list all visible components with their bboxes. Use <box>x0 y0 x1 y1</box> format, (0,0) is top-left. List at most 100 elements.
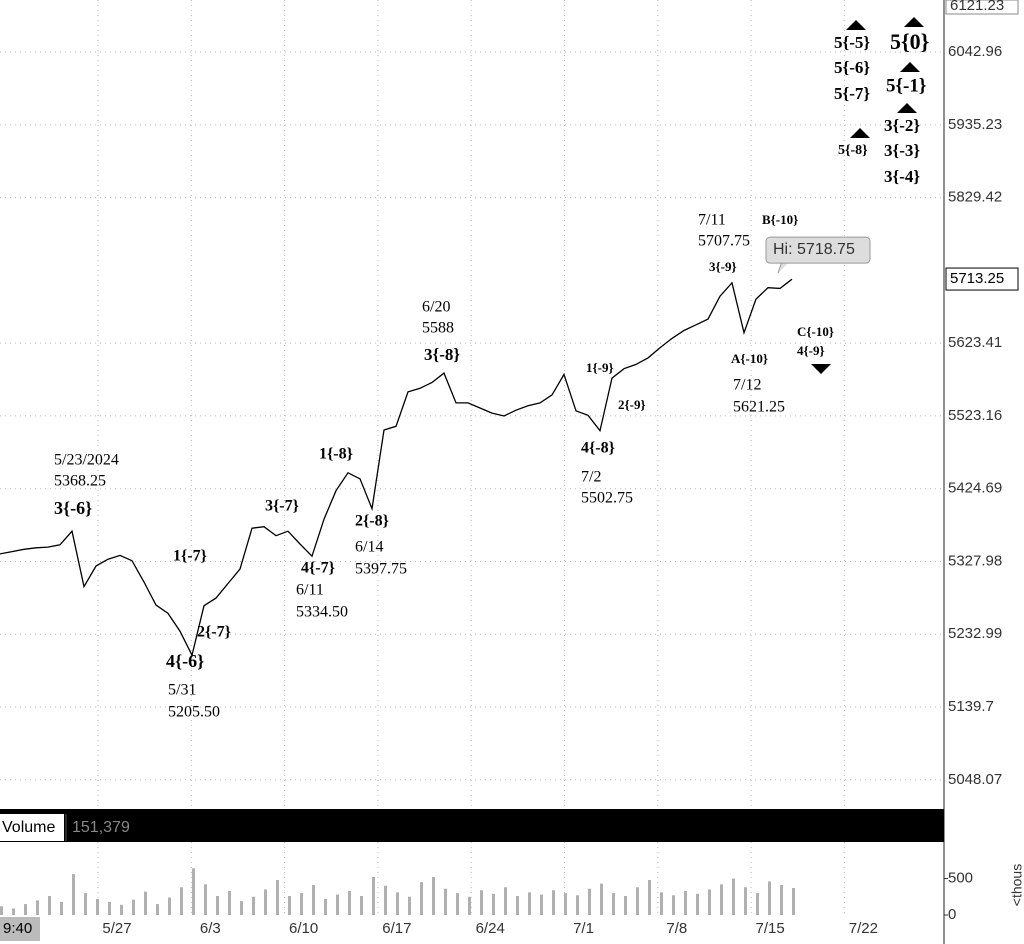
volume-bar <box>636 887 639 915</box>
volume-bar <box>300 893 303 915</box>
top-price: 6121.23 <box>950 0 1004 14</box>
volume-bar <box>660 892 663 915</box>
annotation: 1{-7} <box>173 548 207 565</box>
volume-bar <box>432 877 435 915</box>
annotation: 5{-6} <box>834 58 870 77</box>
annotation: 3{-2} <box>884 116 920 135</box>
volume-label-box <box>0 814 64 841</box>
annotation: 5/23/2024 <box>54 452 119 469</box>
annotation: 3{-7} <box>265 498 299 515</box>
volume-bar <box>168 897 171 915</box>
y-tick-label: 5139.7 <box>948 698 994 715</box>
triangle-up <box>846 20 866 30</box>
annotation: 3{-9} <box>709 259 737 274</box>
last-price-box <box>945 267 1019 291</box>
annotation: 5397.75 <box>355 561 407 578</box>
volume-bar <box>768 881 771 915</box>
volume-bar <box>696 893 699 915</box>
annotation: 7/12 <box>733 377 761 394</box>
volume-bar <box>468 896 471 915</box>
volume-bar <box>336 894 339 915</box>
volume-label: Volume <box>2 819 55 836</box>
volume-bar <box>144 891 147 915</box>
volume-bar <box>672 895 675 915</box>
annotation: 5334.50 <box>296 604 348 621</box>
x-tick-label: 6/24 <box>476 920 505 937</box>
volume-unit: <thous <box>1009 864 1024 906</box>
triangle-up <box>904 17 924 27</box>
annotation: 2{-8} <box>355 513 389 530</box>
volume-bar <box>528 892 531 915</box>
annotation: 5707.75 <box>698 233 750 250</box>
annotation: 3{-8} <box>424 345 460 364</box>
annotation: 1{-9} <box>586 360 614 375</box>
annotation: 7/2 <box>581 469 601 486</box>
annotation: 2{-7} <box>197 624 231 641</box>
last-price: 5713.25 <box>950 270 1004 287</box>
volume-bar <box>384 885 387 915</box>
x-tick-label: 6/10 <box>289 920 318 937</box>
volume-bar <box>0 906 3 915</box>
volume-bar <box>756 893 759 915</box>
volume-header <box>0 809 944 842</box>
volume-bar <box>288 896 291 915</box>
volume-bar <box>192 868 195 915</box>
volume-bar <box>360 896 363 915</box>
volume-bar <box>552 890 555 915</box>
x-tick-label: 7/22 <box>849 920 878 937</box>
volume-bar <box>372 877 375 915</box>
x-tick-label: 6/17 <box>382 920 411 937</box>
annotation: B{-10} <box>762 212 798 227</box>
x-tick-label: 7/8 <box>666 920 687 937</box>
high-box <box>765 236 871 264</box>
annotation: 5502.75 <box>581 490 633 507</box>
triangle-up <box>900 62 920 72</box>
high-label-text: Hi: <box>773 241 793 258</box>
annotation: 5/31 <box>168 682 196 699</box>
volume-bar <box>600 883 603 915</box>
annotation: 5{-8} <box>838 143 868 158</box>
volume-bar <box>564 893 567 915</box>
volume-bar <box>264 889 267 915</box>
volume-bar <box>120 904 123 915</box>
volume-bar <box>576 895 579 915</box>
annotation: 7/11 <box>698 212 726 229</box>
triangle-up <box>850 128 870 138</box>
volume-bar <box>216 896 219 915</box>
volume-bar <box>420 882 423 915</box>
volume-tick-label: 0 <box>948 906 956 923</box>
annotation: 5588 <box>422 320 454 337</box>
volume-bar <box>444 888 447 915</box>
annotation: 4{-9} <box>797 343 825 358</box>
y-tick-label: 5048.07 <box>948 771 1002 788</box>
volume-bar <box>204 884 207 915</box>
volume-bar <box>108 901 111 915</box>
volume-bar <box>588 888 591 915</box>
volume-bar <box>60 901 63 915</box>
annotation: 4{-8} <box>581 440 615 457</box>
annotation: A{-10} <box>731 351 768 366</box>
annotation: 2{-9} <box>618 397 646 412</box>
volume-bar <box>624 896 627 915</box>
annotation: C{-10} <box>797 324 834 339</box>
volume-bar <box>408 896 411 915</box>
y-tick-label: 5523.16 <box>948 407 1002 424</box>
volume-bar <box>156 904 159 915</box>
annotation: 5{-7} <box>834 84 870 103</box>
annotation: 4{-6} <box>166 651 204 671</box>
price-line <box>0 278 793 658</box>
volume-bar <box>276 879 279 915</box>
volume-bar <box>480 890 483 915</box>
volume-bar <box>324 898 327 915</box>
x-tick-label: 7/1 <box>573 920 594 937</box>
y-tick-label: 5623.41 <box>948 334 1002 351</box>
volume-bar <box>312 885 315 915</box>
volume-bar <box>732 878 735 915</box>
y-tick-label: 5424.69 <box>948 480 1002 497</box>
volume-bar <box>84 893 87 915</box>
volume-bar <box>396 892 399 915</box>
volume-last: 151,379 <box>72 819 130 836</box>
x-tick-label: 7/15 <box>755 920 784 937</box>
annotation: 3{-3} <box>884 141 920 160</box>
